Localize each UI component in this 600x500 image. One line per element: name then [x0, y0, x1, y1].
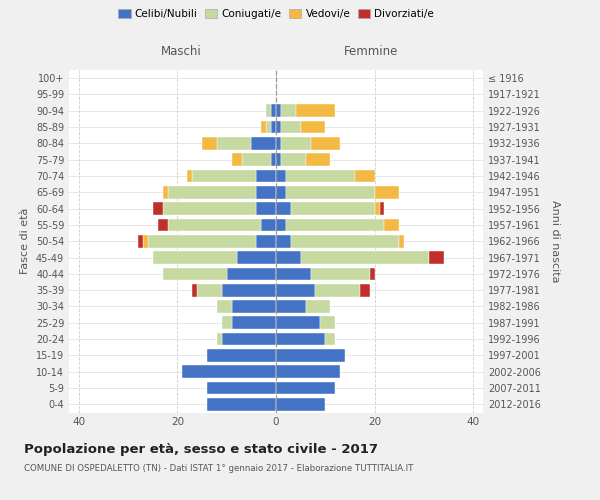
Bar — [266, 120, 271, 134]
Bar — [276, 382, 335, 394]
Bar — [256, 235, 276, 248]
Bar — [429, 251, 443, 264]
Bar — [355, 170, 374, 182]
Bar — [276, 251, 301, 264]
Bar — [192, 170, 256, 182]
Bar — [163, 186, 167, 198]
Bar — [241, 154, 271, 166]
Bar — [236, 251, 276, 264]
Text: Popolazione per età, sesso e stato civile - 2017: Popolazione per età, sesso e stato civil… — [24, 442, 378, 456]
Bar — [192, 284, 197, 296]
Bar — [256, 170, 276, 182]
Bar — [305, 154, 330, 166]
Bar — [276, 218, 286, 232]
Bar — [276, 284, 316, 296]
Bar — [301, 120, 325, 134]
Bar — [182, 366, 276, 378]
Bar — [207, 382, 276, 394]
Bar — [311, 268, 370, 280]
Bar — [187, 170, 192, 182]
Bar — [370, 268, 374, 280]
Bar — [167, 218, 261, 232]
Bar — [276, 235, 291, 248]
Bar — [232, 154, 241, 166]
Bar — [163, 202, 256, 215]
Bar — [296, 104, 335, 117]
Bar — [281, 120, 301, 134]
Bar — [256, 186, 276, 198]
Bar — [286, 218, 385, 232]
Bar — [286, 170, 355, 182]
Bar — [281, 154, 305, 166]
Bar — [251, 137, 276, 150]
Bar — [325, 332, 335, 345]
Text: Femmine: Femmine — [344, 45, 398, 58]
Bar — [276, 186, 286, 198]
Bar — [281, 104, 296, 117]
Bar — [399, 235, 404, 248]
Bar — [276, 316, 320, 329]
Y-axis label: Fasce di età: Fasce di età — [20, 208, 30, 274]
Bar — [276, 104, 281, 117]
Bar — [163, 268, 227, 280]
Bar — [276, 120, 281, 134]
Bar — [276, 349, 345, 362]
Bar — [276, 154, 281, 166]
Bar — [138, 235, 143, 248]
Bar — [385, 218, 399, 232]
Text: Maschi: Maschi — [160, 45, 201, 58]
Bar — [291, 235, 399, 248]
Bar — [202, 137, 217, 150]
Bar — [374, 186, 399, 198]
Legend: Celibi/Nubili, Coniugati/e, Vedovi/e, Divorziati/e: Celibi/Nubili, Coniugati/e, Vedovi/e, Di… — [114, 5, 438, 24]
Bar — [291, 202, 374, 215]
Bar — [232, 316, 276, 329]
Bar — [222, 284, 276, 296]
Bar — [143, 235, 148, 248]
Bar — [281, 137, 311, 150]
Bar — [207, 349, 276, 362]
Bar — [316, 284, 360, 296]
Bar — [271, 120, 276, 134]
Bar — [266, 104, 271, 117]
Bar — [276, 366, 340, 378]
Y-axis label: Anni di nascita: Anni di nascita — [550, 200, 560, 282]
Bar — [153, 251, 236, 264]
Bar — [380, 202, 385, 215]
Bar — [167, 186, 256, 198]
Bar — [232, 300, 276, 313]
Bar — [256, 202, 276, 215]
Bar — [305, 300, 330, 313]
Bar — [153, 202, 163, 215]
Bar — [217, 137, 251, 150]
Bar — [227, 268, 276, 280]
Bar — [271, 154, 276, 166]
Bar — [276, 300, 305, 313]
Bar — [222, 316, 232, 329]
Bar — [311, 137, 340, 150]
Bar — [276, 137, 281, 150]
Bar — [276, 202, 291, 215]
Bar — [276, 398, 325, 410]
Bar — [276, 268, 311, 280]
Bar — [197, 284, 222, 296]
Bar — [261, 218, 276, 232]
Bar — [222, 332, 276, 345]
Text: COMUNE DI OSPEDALETTO (TN) - Dati ISTAT 1° gennaio 2017 - Elaborazione TUTTITALI: COMUNE DI OSPEDALETTO (TN) - Dati ISTAT … — [24, 464, 413, 473]
Bar — [276, 170, 286, 182]
Bar — [301, 251, 429, 264]
Bar — [217, 332, 222, 345]
Bar — [217, 300, 232, 313]
Bar — [271, 104, 276, 117]
Bar — [276, 332, 325, 345]
Bar — [320, 316, 335, 329]
Bar — [286, 186, 374, 198]
Bar — [360, 284, 370, 296]
Bar — [261, 120, 266, 134]
Bar — [374, 202, 380, 215]
Bar — [207, 398, 276, 410]
Bar — [148, 235, 256, 248]
Bar — [158, 218, 167, 232]
